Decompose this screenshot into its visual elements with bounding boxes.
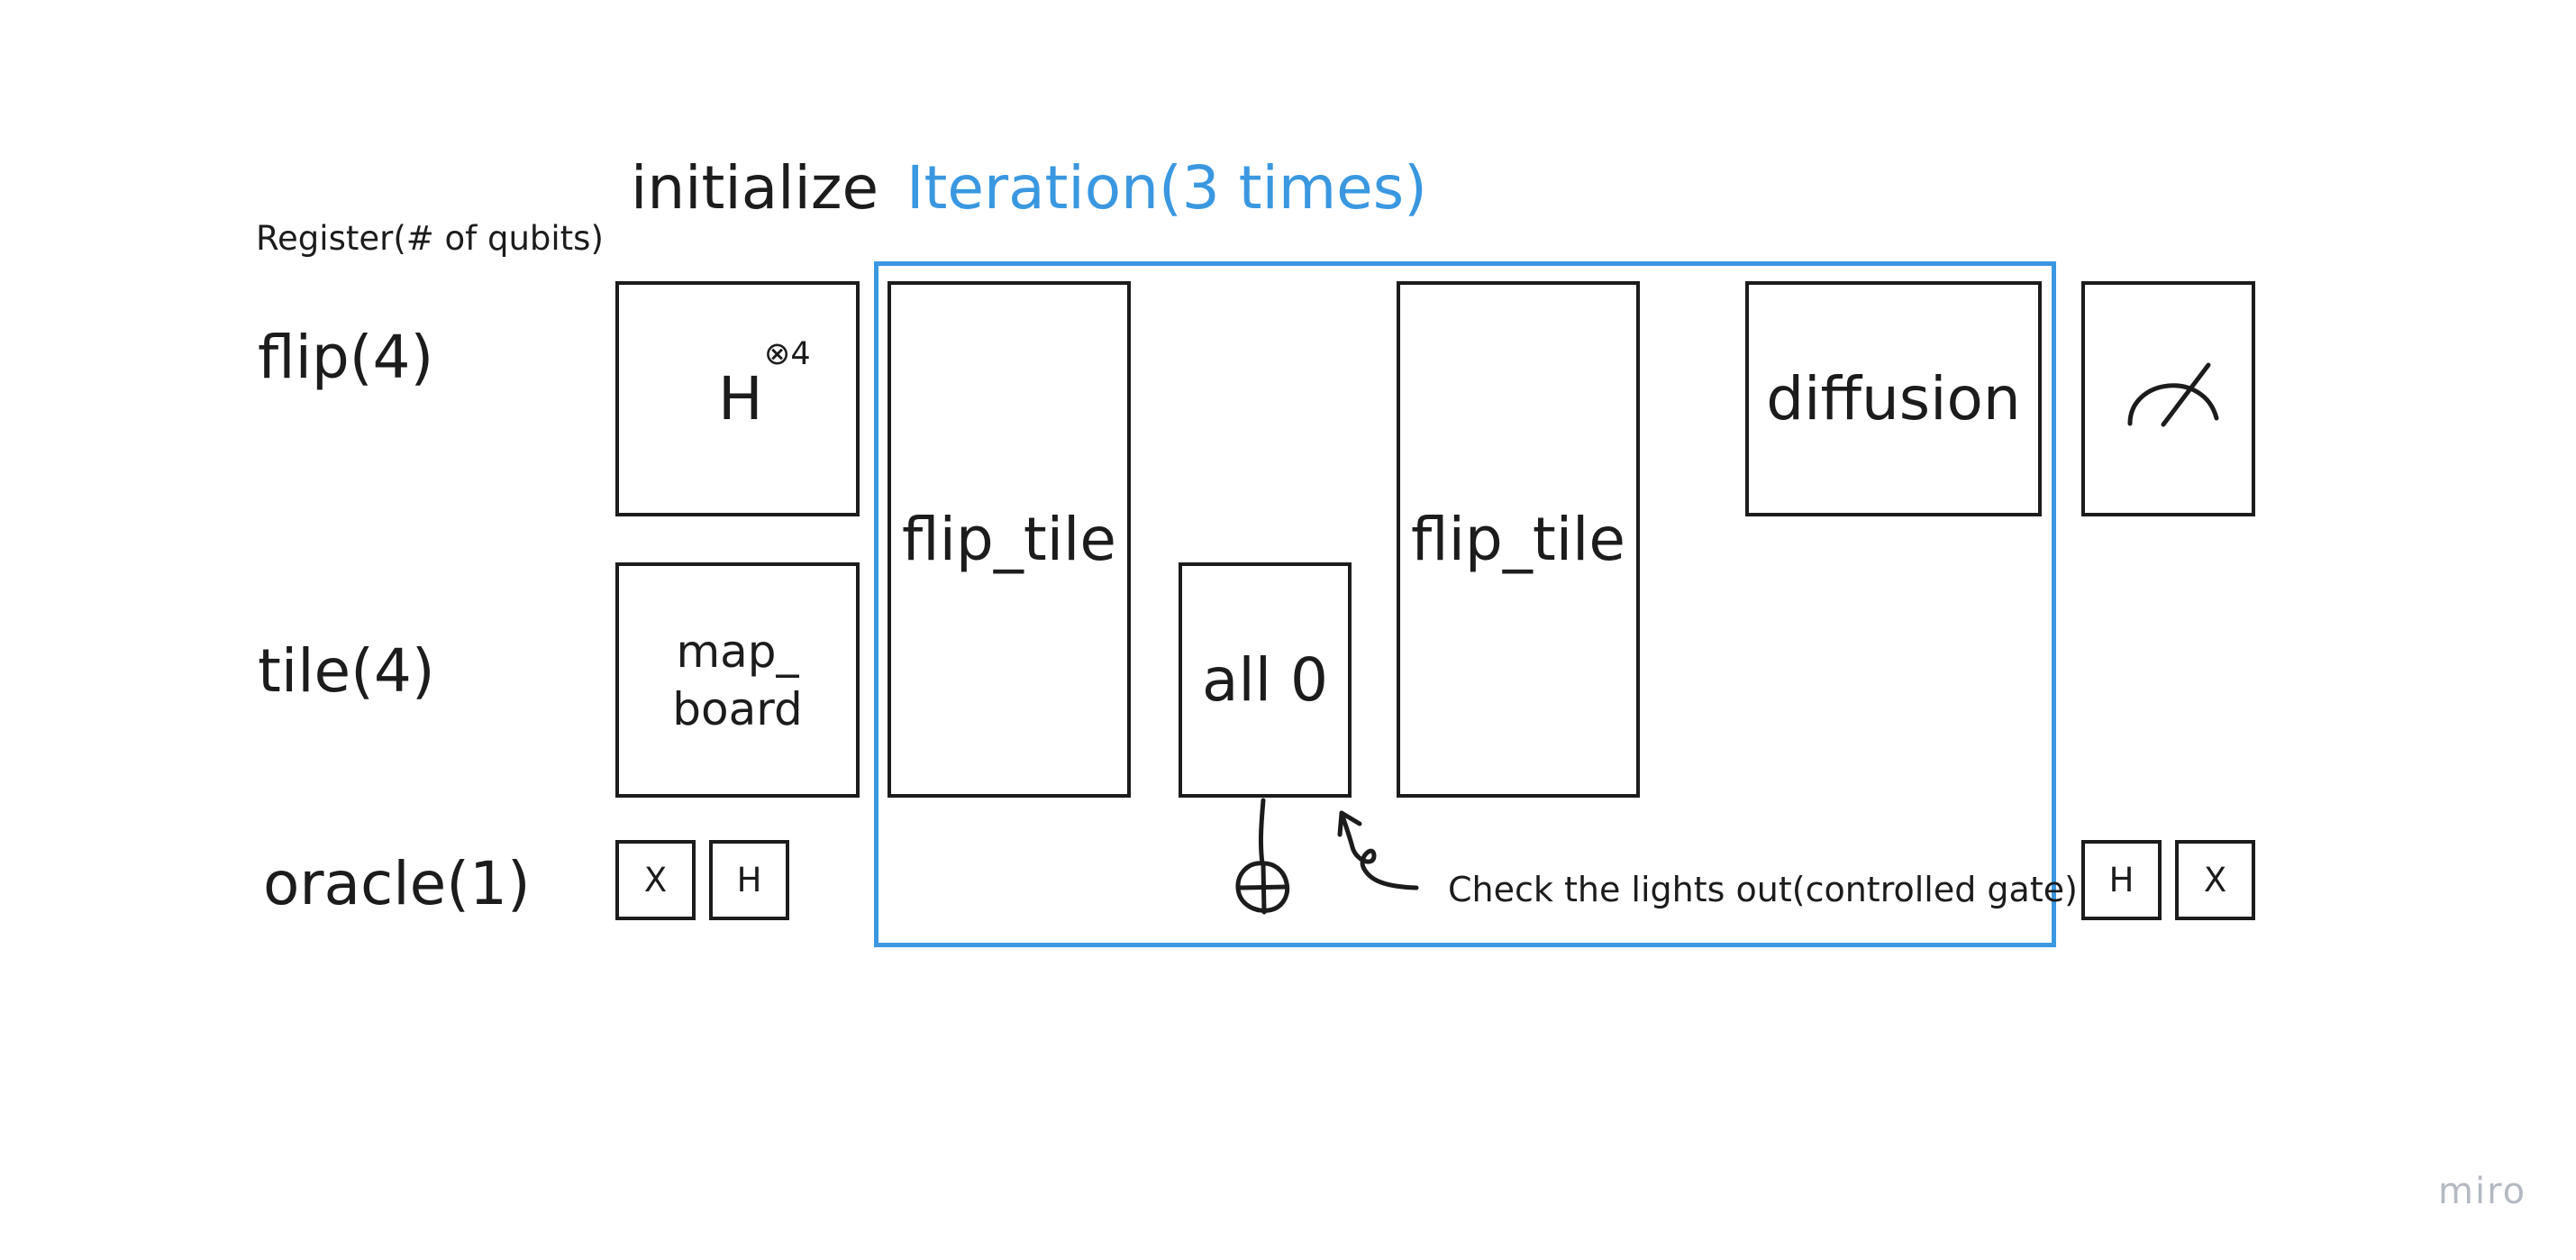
miro-watermark: miro <box>2438 1171 2527 1212</box>
oracle-h-gate-left: H <box>709 840 789 920</box>
oracle-x-gate-left-label: X <box>643 861 668 899</box>
initialize-heading: initialize <box>631 153 879 223</box>
iteration-frame <box>874 261 2056 947</box>
diffusion-gate: diffusion <box>1745 281 2042 516</box>
flip-tile-gate-1-label: flip_tile <box>902 505 1116 574</box>
oracle-h-gate-left-label: H <box>736 861 762 899</box>
map-board-label-line2: board <box>672 682 803 735</box>
hadamard-gate-label: H <box>718 364 763 434</box>
map-board-label-line1: map_ <box>676 625 799 678</box>
measurement-gate <box>2081 281 2255 516</box>
flip-tile-gate-2-label: flip_tile <box>1411 505 1625 574</box>
diffusion-gate-label: diffusion <box>1766 364 2021 434</box>
hadamard-gate-superscript: ⊗4 <box>764 336 811 372</box>
measurement-meter-icon <box>2127 362 2219 427</box>
oracle-x-gate-left: X <box>615 840 696 920</box>
all-zero-gate-label: all 0 <box>1201 645 1329 715</box>
oracle-h-gate-right-label: H <box>2108 861 2135 899</box>
controlled-gate-annotation: Check the lights out(controlled gate) <box>1448 870 2078 909</box>
oracle-x-gate-right-label: X <box>2203 861 2227 899</box>
register-label-flip: flip(4) <box>258 323 434 392</box>
flip-tile-gate-2: flip_tile <box>1397 281 1640 798</box>
register-column-label: Register(# of qubits) <box>256 219 604 258</box>
register-label-oracle: oracle(1) <box>263 849 531 918</box>
iteration-heading: Iteration(3 times) <box>906 153 1427 223</box>
oracle-x-gate-right: X <box>2175 840 2255 920</box>
map-board-gate: map_ board <box>615 562 860 798</box>
flip-tile-gate-1: flip_tile <box>887 281 1131 798</box>
register-label-tile: tile(4) <box>258 636 435 706</box>
hadamard-gate: H ⊗4 <box>615 281 860 516</box>
oracle-h-gate-right: H <box>2081 840 2162 920</box>
all-zero-gate: all 0 <box>1179 562 1352 798</box>
